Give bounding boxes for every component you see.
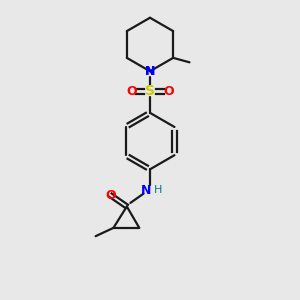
Text: H: H	[154, 185, 163, 195]
Text: N: N	[141, 184, 152, 196]
Text: O: O	[163, 85, 174, 98]
Text: O: O	[105, 189, 116, 202]
Text: N: N	[145, 65, 155, 78]
Text: S: S	[145, 84, 155, 98]
Text: O: O	[126, 85, 137, 98]
Text: N: N	[145, 65, 155, 78]
